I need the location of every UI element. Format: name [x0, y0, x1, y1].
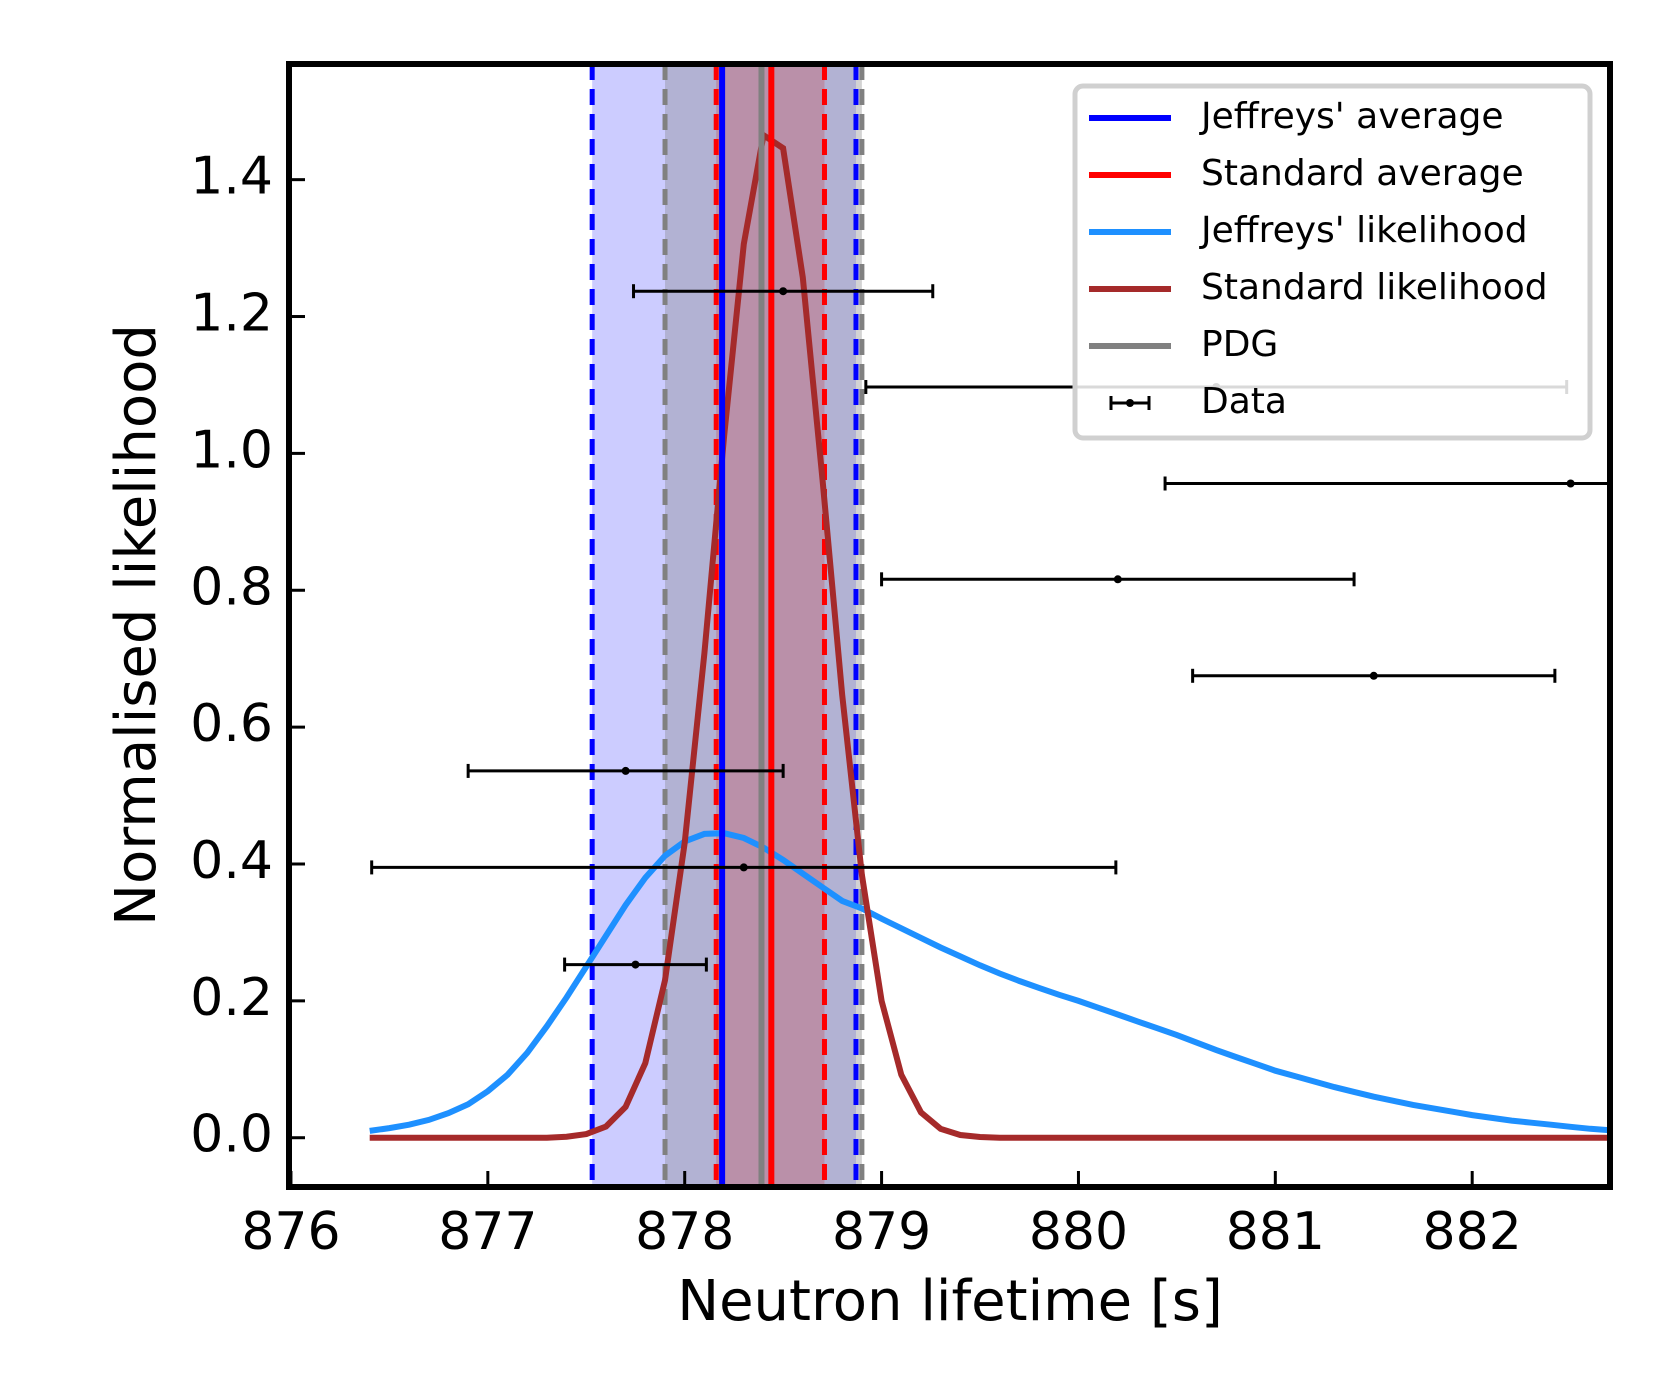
x-tick-label: 878 [635, 1202, 734, 1262]
legend-label: Standard likelihood [1201, 267, 1548, 308]
y-tick-label: 0.4 [190, 831, 273, 891]
curve [369, 830, 1610, 1134]
x-axis-label: Neutron lifetime [s] [677, 1269, 1223, 1334]
y-axis-label: Normalised likelihood [104, 324, 169, 926]
legend-label: PDG [1201, 324, 1278, 365]
data-point [631, 960, 640, 969]
y-tick-label: 1.0 [190, 420, 273, 480]
data-point [779, 287, 788, 296]
legend-label: Jeffreys' average [1199, 96, 1504, 137]
data-point [1113, 575, 1122, 584]
data-point [1566, 479, 1575, 488]
x-tick-label: 877 [438, 1202, 537, 1262]
y-tick-label: 1.4 [190, 147, 273, 207]
legend-label: Jeffreys' likelihood [1199, 210, 1528, 251]
data-point [1369, 671, 1378, 680]
legend-label: Standard average [1201, 153, 1524, 194]
axes-frame [286, 61, 1613, 1190]
x-tick-label: 882 [1423, 1202, 1522, 1262]
y-tick-label: 0.2 [190, 968, 273, 1028]
legend-label: Data [1201, 381, 1287, 422]
x-tick-label: 876 [241, 1202, 340, 1262]
curve [369, 130, 1610, 1141]
y-tick-label: 0.0 [190, 1105, 273, 1165]
data-point [739, 863, 748, 872]
y-tick-label: 0.8 [190, 557, 273, 617]
plot-area [369, 64, 1610, 1187]
data-point [621, 766, 630, 775]
y-tick-label: 0.6 [190, 694, 273, 754]
legend-swatch [1126, 399, 1134, 407]
x-tick-label: 880 [1029, 1202, 1128, 1262]
y-tick-label: 1.2 [190, 284, 273, 344]
x-tick-label: 881 [1226, 1202, 1325, 1262]
legend-box [1072, 83, 1593, 441]
x-tick-label: 879 [832, 1202, 931, 1262]
